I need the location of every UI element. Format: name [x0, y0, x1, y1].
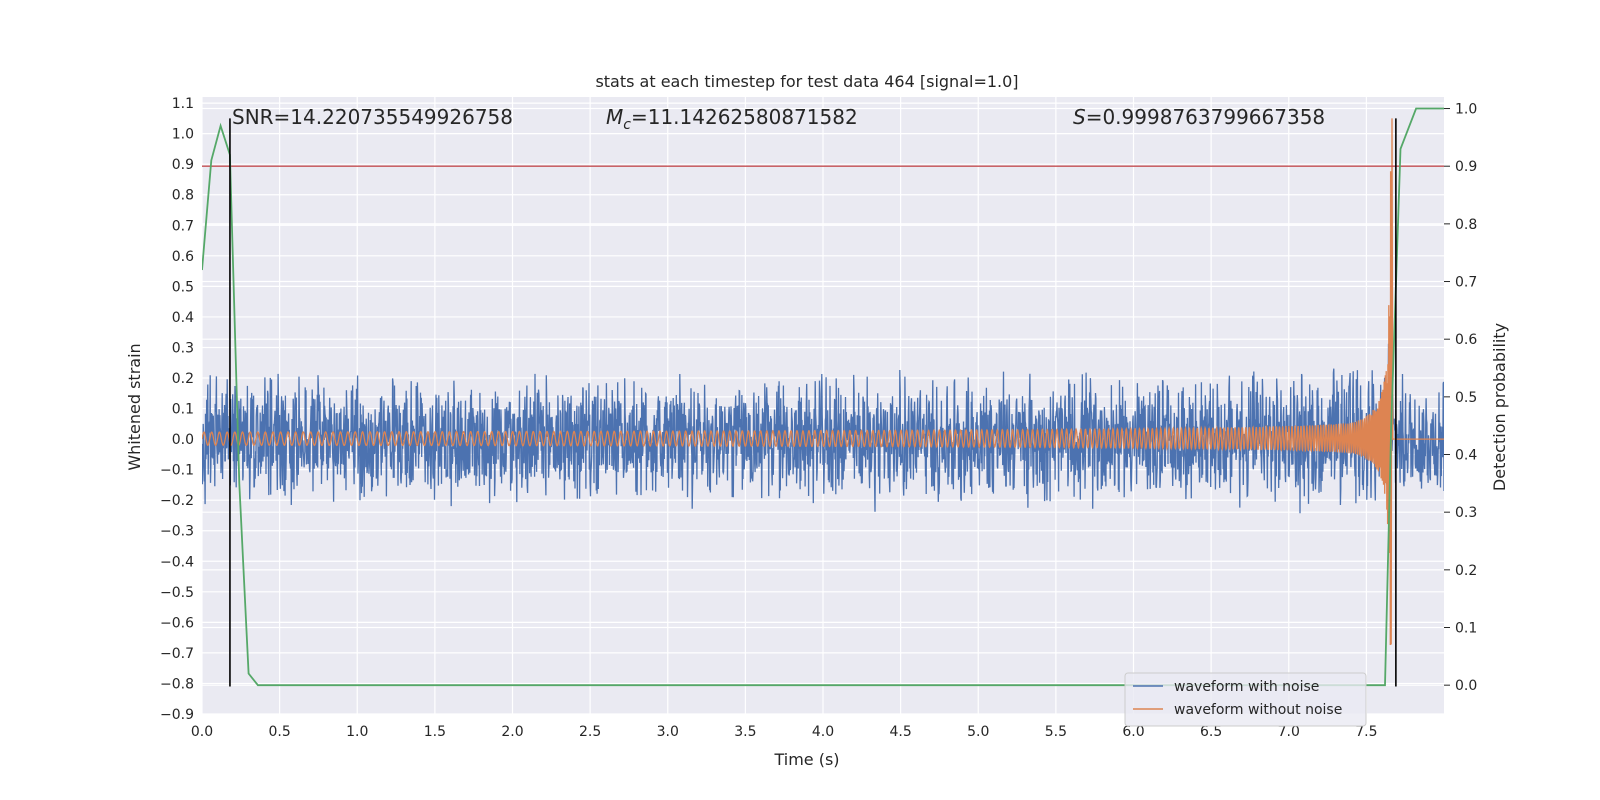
y-tick-label: 0.9 — [172, 157, 194, 173]
y-tick-label: 0.7 — [172, 218, 194, 234]
x-tick-label: 3.5 — [734, 724, 756, 740]
series-waveform-without-noise — [202, 118, 1444, 646]
y-tick-label: −0.3 — [160, 524, 194, 540]
y-tick-label: −0.2 — [160, 493, 194, 509]
x-tick-label: 3.0 — [657, 724, 679, 740]
y2-tick-label: 0.6 — [1455, 332, 1477, 348]
y2-tick-label: 0.5 — [1455, 390, 1477, 406]
y2-tick-label: 0.2 — [1455, 563, 1477, 579]
y2-tick-label: 0.8 — [1455, 217, 1477, 233]
y-tick-label: −0.9 — [160, 707, 194, 723]
y-tick-label: 0.8 — [172, 188, 194, 204]
y-ticks: 1.1 1.0 0.9 0.8 0.7 0.6 0.5 0.4 0.3 0.2 0.1 0.0 −0.1… — [160, 96, 194, 723]
x-tick-label: 7.5 — [1355, 724, 1377, 740]
series-detection-probability — [202, 107, 1444, 687]
legend: waveform with noise waveform without noi… — [1124, 672, 1367, 727]
y-tick-label: −0.8 — [160, 676, 194, 692]
y-tick-label: −0.6 — [160, 615, 194, 631]
x-axis-label: Time (s) — [773, 750, 839, 769]
y2-tick-label: 0.0 — [1455, 678, 1477, 694]
y-tick-label: 0.3 — [172, 340, 194, 356]
y2-tick-label: 0.3 — [1455, 505, 1477, 521]
y-tick-label: 0.4 — [172, 310, 194, 326]
chart-title: stats at each timestep for test data 464… — [595, 72, 1018, 91]
y-tick-label: 0.1 — [172, 402, 194, 418]
y-tick-label: 0.0 — [172, 432, 194, 448]
y2-tick-label: 1.0 — [1455, 102, 1477, 118]
plot-series — [202, 107, 1444, 687]
x-tick-label: 4.5 — [889, 724, 911, 740]
x-tick-label: 0.0 — [191, 724, 213, 740]
y-tick-label: −0.7 — [160, 646, 194, 662]
y-tick-label: −0.4 — [160, 554, 194, 570]
chirp-mass-symbol: M — [606, 105, 623, 129]
x-tick-label: 2.5 — [579, 724, 601, 740]
series-waveform-with-noise — [202, 343, 1444, 550]
y2-axis-label: Detection probability — [1490, 323, 1509, 491]
y2-tick-label: 0.4 — [1455, 448, 1477, 464]
x-tick-label: 0.5 — [268, 724, 290, 740]
chirp-mass-subscript: c — [623, 117, 631, 133]
x-tick-label: 1.5 — [424, 724, 446, 740]
y-tick-label: 0.5 — [172, 279, 194, 295]
x-tick-label: 5.0 — [967, 724, 989, 740]
x-tick-label: 4.0 — [812, 724, 834, 740]
y-tick-label: 0.2 — [172, 371, 194, 387]
x-tick-label: 7.0 — [1278, 724, 1300, 740]
x-tick-label: 1.0 — [346, 724, 368, 740]
y-tick-label: −0.1 — [160, 463, 194, 479]
y-axis-label: Whitened strain — [125, 343, 144, 470]
chirp-mass-annotation: Mc=11.14262580871582 — [606, 105, 858, 133]
legend-label-noise: waveform with noise — [1174, 679, 1319, 695]
snr-annotation: SNR=14.220735549926758 — [232, 105, 513, 129]
y2-tick-label: 0.1 — [1455, 621, 1477, 637]
y-tick-label: 1.0 — [172, 127, 194, 143]
y-tick-label: −0.5 — [160, 585, 194, 601]
y2-tick-label: 0.9 — [1455, 159, 1477, 175]
y-tick-label: 0.6 — [172, 249, 194, 265]
x-tick-label: 5.5 — [1045, 724, 1067, 740]
chirp-mass-value: =11.14262580871582 — [631, 105, 858, 129]
legend-box — [1124, 672, 1367, 727]
x-tick-label: 6.5 — [1200, 724, 1222, 740]
legend-label-clean: waveform without noise — [1174, 702, 1342, 718]
s-value: =0.9998763799667358 — [1086, 105, 1325, 129]
x-tick-label: 2.0 — [501, 724, 523, 740]
y2-tick-label: 0.7 — [1455, 275, 1477, 291]
x-ticks: 0.0 0.5 1.0 1.5 2.0 2.5 3.0 3.5 4.0 4.5 5.0 5.5 6.0 6… — [191, 724, 1378, 740]
s-symbol: S — [1073, 105, 1086, 129]
s-annotation: S=0.9998763799667358 — [1073, 105, 1325, 129]
y-tick-label: 1.1 — [172, 96, 194, 112]
y2-ticks: 1.0 0.9 0.8 0.7 0.6 0.5 0.4 0.3 0.2 0.1 0.0 — [1444, 102, 1477, 694]
x-tick-label: 6.0 — [1122, 724, 1144, 740]
